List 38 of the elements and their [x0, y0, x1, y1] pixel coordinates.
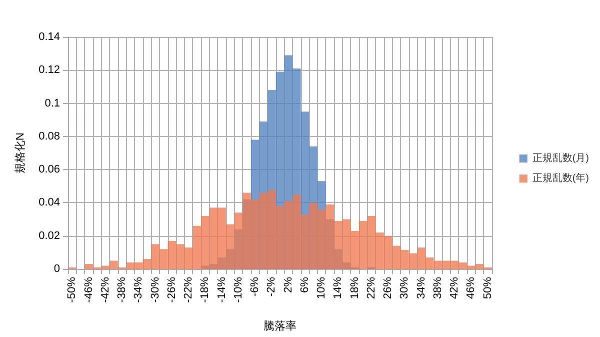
- y-tick-label: 0.08: [38, 130, 60, 142]
- x-tick-label: 26%: [382, 276, 394, 300]
- y-tick-label: 0: [54, 263, 60, 275]
- x-tick-label: -26%: [166, 276, 178, 303]
- x-tick-label: -2%: [266, 276, 278, 297]
- x-tick-label: -22%: [182, 276, 195, 303]
- y-tick-label: 0.1: [44, 97, 60, 110]
- x-tick-label: 50%: [482, 276, 494, 300]
- x-tick-label: -38%: [116, 276, 128, 303]
- x-tick-label: -6%: [249, 276, 262, 297]
- x-tick-label: 30%: [398, 276, 411, 300]
- legend-label: 正規乱数(月): [532, 152, 590, 164]
- x-tick-label: 46%: [465, 276, 478, 300]
- x-tick-label: -10%: [232, 276, 244, 303]
- x-tick-label: 22%: [365, 276, 378, 300]
- y-tick-label: 0.04: [38, 196, 60, 209]
- x-tick-label: -14%: [216, 276, 228, 303]
- x-tick-label: 10%: [316, 276, 328, 300]
- x-tick-label: 6%: [298, 276, 311, 293]
- x-tick-label: 14%: [332, 276, 344, 300]
- x-tick-label: -30%: [149, 276, 162, 303]
- x-tick-label: -42%: [99, 276, 112, 303]
- y-axis-title: 規格化N: [14, 132, 26, 174]
- x-tick-label: -46%: [82, 276, 95, 303]
- y-tick-label: 0.12: [38, 64, 60, 76]
- x-tick-label: 34%: [415, 276, 428, 300]
- legend-label: 正規乱数(年): [532, 172, 590, 184]
- y-tick-label: 0.14: [38, 31, 60, 43]
- x-axis-title: 騰落率: [264, 320, 296, 332]
- x-tick-label: 38%: [432, 276, 444, 300]
- x-tick-label: -34%: [132, 276, 145, 303]
- x-tick-label: -18%: [199, 276, 212, 303]
- y-tick-label: 0.06: [38, 164, 60, 176]
- y-tick-label: 0.02: [38, 230, 60, 242]
- x-tick-label: 18%: [348, 276, 361, 300]
- x-tick-label: 2%: [282, 276, 294, 293]
- x-tick-label: 42%: [448, 276, 461, 300]
- x-tick-label: -50%: [66, 276, 78, 303]
